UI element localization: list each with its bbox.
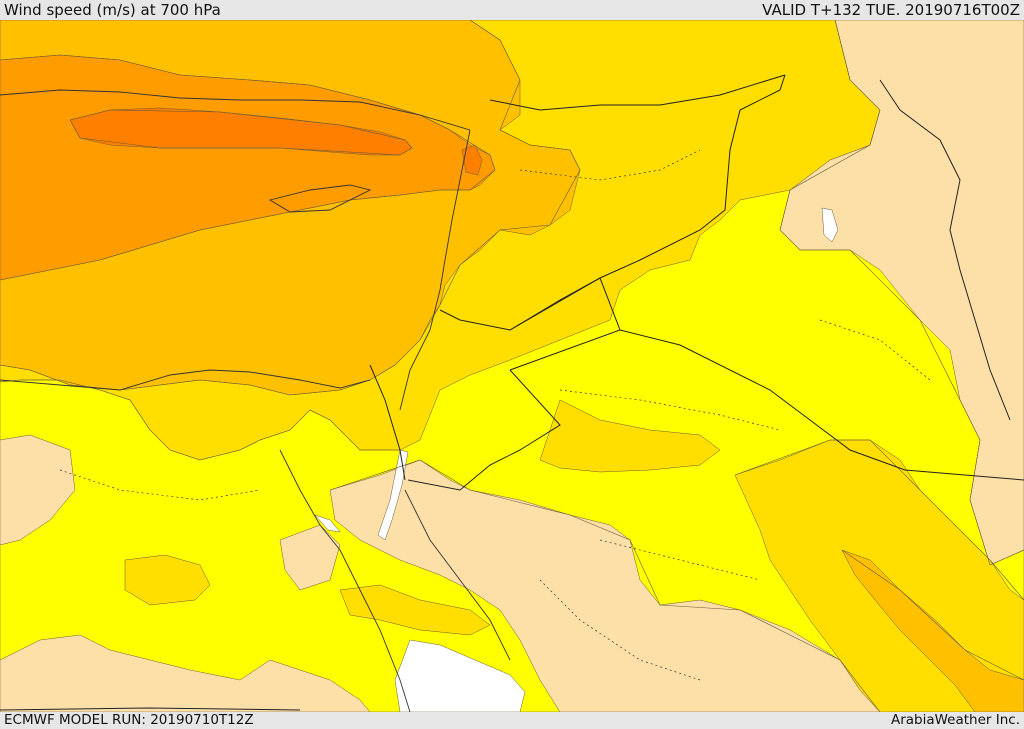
border-iraq-saudi	[619, 329, 1024, 481]
border-egypt-sudan	[0, 707, 301, 711]
coast-egypt-north	[0, 369, 371, 391]
model-run: ECMWF MODEL RUN: 20190710T12Z	[4, 712, 254, 728]
band-2-arabia-west	[339, 584, 491, 636]
footer-bar: ECMWF MODEL RUN: 20190710T12Z ArabiaWeat…	[0, 712, 1024, 729]
band-5-lebanon-spot	[461, 144, 483, 176]
border-saudi-north	[407, 369, 561, 491]
band-calm-egypt-west	[0, 434, 76, 546]
band-calm-southwest	[0, 634, 371, 712]
contour-lines	[0, 20, 1024, 712]
band-2-red-sea-egypt	[124, 554, 211, 606]
coastlines	[0, 89, 511, 712]
contour-line-5	[734, 439, 1024, 601]
border-egypt-israel	[369, 364, 406, 481]
no-data-lake-urmia	[821, 207, 839, 243]
border-jordan	[439, 277, 621, 371]
no-data-gulf-of-suez	[314, 514, 341, 533]
coast-red-sea-east	[404, 489, 511, 661]
coast-levant	[399, 129, 471, 411]
province-line-6	[539, 579, 701, 681]
contour-line-2	[0, 20, 581, 396]
coast-cyprus	[268, 184, 372, 213]
band-3-iraq-tongue	[841, 549, 1024, 712]
coast-gulf-of-suez	[279, 449, 411, 712]
valid-time: VALID T+132 TUE. 20190716T00Z	[762, 1, 1020, 19]
contour-line-4	[69, 109, 413, 156]
province-lines	[59, 149, 931, 681]
contour-line-6	[841, 549, 1024, 681]
contour-line-1	[0, 379, 400, 461]
contour-line-3	[0, 54, 496, 281]
contour-line-7	[329, 459, 881, 712]
band-calm-sinai-arabia	[329, 459, 881, 712]
no-data-red-sea-coast	[394, 639, 526, 712]
wind-speed-map	[0, 20, 1024, 712]
province-line-5	[819, 319, 931, 381]
map-title: Wind speed (m/s) at 700 hPa	[4, 1, 221, 19]
band-2-syria-desert	[539, 399, 721, 473]
province-line-3	[519, 149, 701, 181]
no-data-gulf-of-aqaba	[377, 449, 409, 541]
coast-turkey-south	[0, 89, 471, 131]
contour-line-8	[779, 20, 1024, 566]
country-borders	[0, 74, 1024, 711]
border-turkey-syria	[489, 74, 786, 111]
province-line-2	[559, 389, 781, 431]
header-bar: Wind speed (m/s) at 700 hPa VALID T+132 …	[0, 0, 1024, 20]
credit: ArabiaWeather Inc.	[890, 712, 1020, 728]
border-iran-iraq	[879, 79, 1011, 421]
province-line-1	[59, 469, 261, 501]
